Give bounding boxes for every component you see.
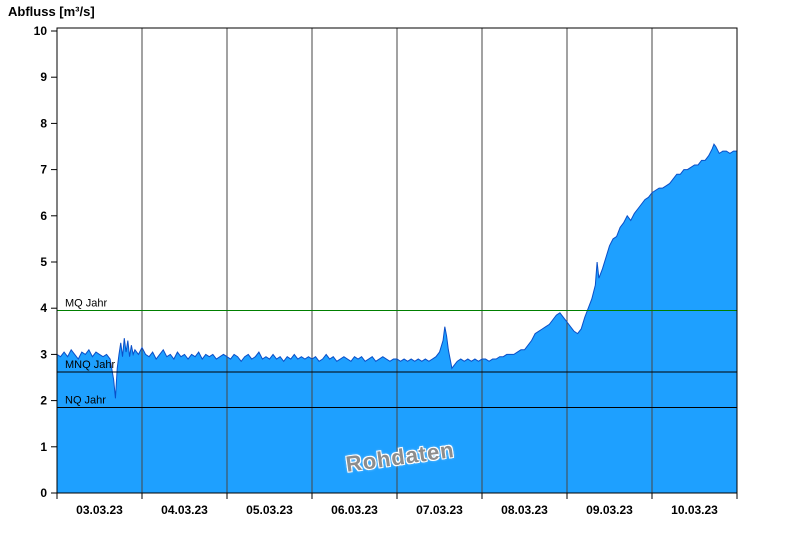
y-tick-label: 2 [40,394,47,408]
x-tick-label: 07.03.23 [416,503,463,517]
x-tick-label: 06.03.23 [331,503,378,517]
y-tick-label: 1 [40,440,47,454]
reference-line-label: MQ Jahr [65,298,108,310]
discharge-line [56,143,737,399]
x-tick-label: 09.03.23 [586,503,633,517]
plot-border [56,27,738,494]
y-tick-label: 3 [40,347,47,361]
chart-title: Abfluss [m³/s] [8,4,95,19]
reference-line-label: NQ Jahr [65,395,106,407]
y-tick-label: 8 [40,116,47,130]
x-tick-label: 08.03.23 [501,503,548,517]
reference-line-label: MNQ Jahr [65,359,115,371]
day-gridlines [141,28,653,493]
x-tick-label: 04.03.23 [161,503,208,517]
y-tick-label: 7 [40,163,47,177]
y-axis: 0 1 2 3 4 5 6 7 8 9 10 [34,24,57,500]
reference-lines: MQ Jahr MNQ Jahr NQ Jahr [57,298,737,409]
y-tick-label: 9 [40,70,47,84]
x-axis: 03.03.23 04.03.23 05.03.23 06.03.23 07.03.23… [56,493,738,517]
y-tick-label: 4 [40,301,47,315]
y-tick-label: 6 [40,209,47,223]
x-tick-label: 03.03.23 [76,503,123,517]
x-tick-label: 10.03.23 [671,503,718,517]
y-tick-label: 5 [40,255,47,269]
y-tick-label: 0 [40,486,47,500]
y-tick-label: 10 [34,24,48,38]
x-tick-label: 05.03.23 [246,503,293,517]
